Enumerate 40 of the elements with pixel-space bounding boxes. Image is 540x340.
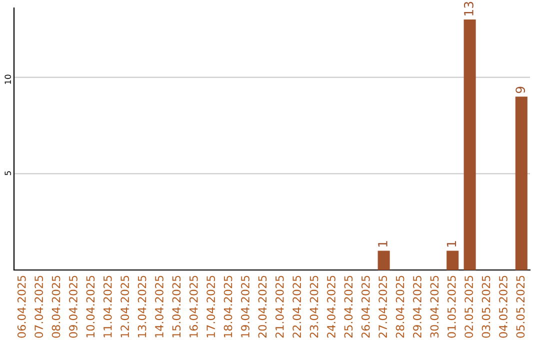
x-tick-label: 15.04.2025 [172, 276, 181, 338]
x-tick-label: 11.04.2025 [103, 276, 112, 338]
x-tick-label: 09.04.2025 [69, 276, 78, 338]
x-tick-label: 22.04.2025 [292, 276, 302, 338]
x-tick-label: 26.04.2025 [361, 276, 370, 338]
data-label: 9 [516, 86, 526, 94]
x-tick-label: 16.04.2025 [189, 276, 198, 338]
x-tick-label: 23.04.2025 [310, 276, 318, 338]
x-tick-label: 10.04.2025 [86, 276, 95, 338]
x-tick-label: 12.04.2025 [120, 276, 130, 338]
bar [515, 96, 528, 270]
x-tick-label: 19.04.2025 [241, 276, 250, 338]
x-tick-label: 27.04.2025 [378, 276, 388, 338]
y-tick-label: 5 [4, 171, 11, 176]
x-tick-label: 03.05.2025 [482, 276, 490, 338]
x-tick-label: 02.05.2025 [464, 276, 474, 338]
x-tick-label: 24.04.2025 [327, 276, 336, 338]
x-tick-label: 13.04.2025 [138, 276, 146, 338]
bar [378, 250, 390, 270]
x-tick-label: 20.04.2025 [258, 276, 267, 338]
x-tick-label: 04.05.2025 [499, 276, 508, 338]
data-label: 1 [378, 241, 388, 247]
x-tick-label: 21.04.2025 [275, 276, 284, 338]
x-tick-label: 01.05.2025 [447, 276, 456, 338]
x-tick-label: 25.04.2025 [344, 276, 353, 338]
bar [464, 20, 476, 270]
x-tick-label: 08.04.2025 [52, 276, 60, 338]
bar [446, 250, 459, 270]
x-tick-label: 28.04.2025 [396, 276, 404, 338]
data-label: 1 [446, 241, 456, 247]
x-tick-label: 05.05.2025 [516, 276, 525, 338]
x-tick-label: 17.04.2025 [206, 276, 216, 338]
x-tick-label: 30.04.2025 [430, 276, 439, 338]
x-tick-label: 06.04.2025 [17, 276, 26, 338]
y-tick-label: 10 [4, 74, 11, 84]
x-tick-label: 29.04.2025 [413, 276, 422, 338]
x-tick-label: 07.04.2025 [34, 276, 44, 338]
x-tick-label: 18.04.2025 [224, 276, 232, 338]
data-label: 13 [464, 2, 474, 16]
x-tick-label: 14.04.2025 [155, 276, 164, 338]
